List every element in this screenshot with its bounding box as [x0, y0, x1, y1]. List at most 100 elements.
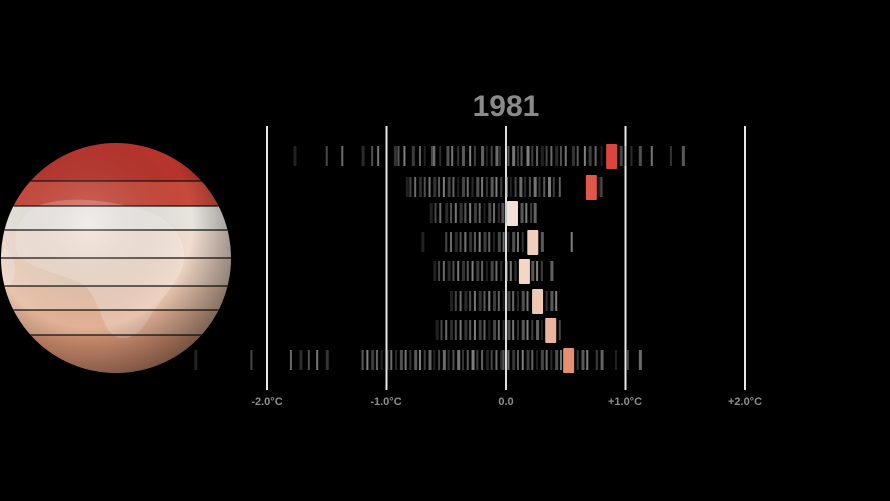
history-mark	[454, 320, 457, 340]
history-mark	[507, 232, 510, 252]
history-mark	[495, 261, 498, 281]
history-mark	[433, 261, 437, 281]
history-mark	[502, 320, 505, 340]
history-mark	[447, 350, 450, 370]
history-mark	[325, 350, 329, 370]
history-mark	[478, 291, 482, 311]
history-mark	[457, 146, 460, 166]
history-mark	[516, 146, 519, 166]
history-mark	[576, 146, 579, 166]
history-mark	[439, 203, 442, 223]
earth-globe	[1, 143, 231, 373]
history-mark	[536, 146, 539, 166]
history-mark	[502, 291, 505, 311]
history-mark	[307, 350, 310, 370]
history-mark	[598, 177, 602, 197]
history-mark	[466, 261, 469, 281]
history-mark	[540, 350, 544, 370]
history-mark	[452, 261, 455, 281]
history-mark	[519, 177, 523, 197]
history-mark	[490, 146, 493, 166]
history-mark	[299, 350, 303, 370]
history-mark	[461, 146, 465, 166]
history-mark	[509, 261, 512, 281]
history-mark	[440, 320, 443, 340]
history-mark	[500, 350, 504, 370]
history-mark	[545, 350, 548, 370]
history-mark	[341, 146, 344, 166]
band-row	[429, 201, 537, 226]
history-mark	[452, 350, 455, 370]
history-mark	[595, 350, 598, 370]
history-mark	[500, 177, 503, 197]
history-mark	[464, 320, 468, 340]
history-mark	[512, 350, 516, 370]
history-mark	[464, 203, 467, 223]
history-mark	[397, 146, 400, 166]
history-mark	[505, 177, 508, 197]
history-mark	[447, 177, 451, 197]
history-mark	[404, 350, 407, 370]
history-mark	[476, 177, 480, 197]
history-mark	[559, 146, 562, 166]
history-mark	[421, 232, 425, 252]
x-tick-label: -2.0°C	[251, 396, 283, 408]
history-mark	[446, 146, 450, 166]
history-mark	[423, 350, 426, 370]
history-mark	[454, 291, 457, 311]
history-mark	[423, 177, 426, 197]
history-mark	[520, 146, 523, 166]
history-mark	[531, 350, 534, 370]
history-mark	[512, 291, 515, 311]
history-mark	[526, 350, 530, 370]
history-mark	[194, 350, 198, 370]
history-mark	[471, 177, 474, 197]
history-mark	[476, 350, 479, 370]
history-mark	[481, 146, 485, 166]
history-mark	[583, 146, 586, 166]
history-mark	[293, 146, 297, 166]
history-mark	[521, 350, 524, 370]
history-mark	[533, 177, 537, 197]
history-mark	[403, 146, 406, 166]
history-mark	[540, 232, 544, 252]
history-mark	[429, 203, 433, 223]
history-mark	[497, 203, 500, 223]
history-mark	[445, 203, 449, 223]
history-mark	[439, 146, 442, 166]
history-mark	[507, 350, 510, 370]
history-mark	[495, 177, 498, 197]
history-mark	[564, 146, 567, 166]
history-mark	[624, 146, 627, 166]
history-mark	[478, 320, 482, 340]
history-mark	[445, 232, 448, 252]
history-mark	[466, 177, 469, 197]
history-mark	[502, 350, 505, 370]
history-mark	[457, 350, 461, 370]
history-mark	[473, 232, 476, 252]
history-mark	[512, 320, 515, 340]
current-year-mark	[532, 289, 544, 314]
history-mark	[414, 177, 417, 197]
history-mark	[430, 146, 434, 166]
history-mark	[525, 203, 528, 223]
history-mark	[485, 261, 488, 281]
history-mark	[550, 261, 554, 281]
history-mark	[289, 350, 292, 370]
history-mark	[559, 350, 562, 370]
history-mark	[423, 146, 426, 166]
history-mark	[459, 203, 463, 223]
globe-shading	[1, 143, 231, 373]
history-mark	[531, 261, 535, 281]
history-mark	[457, 261, 460, 281]
history-mark	[438, 261, 441, 281]
history-mark	[490, 261, 494, 281]
history-mark	[438, 350, 441, 370]
history-mark	[478, 203, 481, 223]
current-year-mark	[563, 348, 575, 373]
history-mark	[588, 146, 592, 166]
history-mark	[488, 232, 491, 252]
x-tick-label: 0.0	[498, 396, 514, 408]
history-mark	[409, 350, 412, 370]
history-mark	[571, 146, 575, 166]
